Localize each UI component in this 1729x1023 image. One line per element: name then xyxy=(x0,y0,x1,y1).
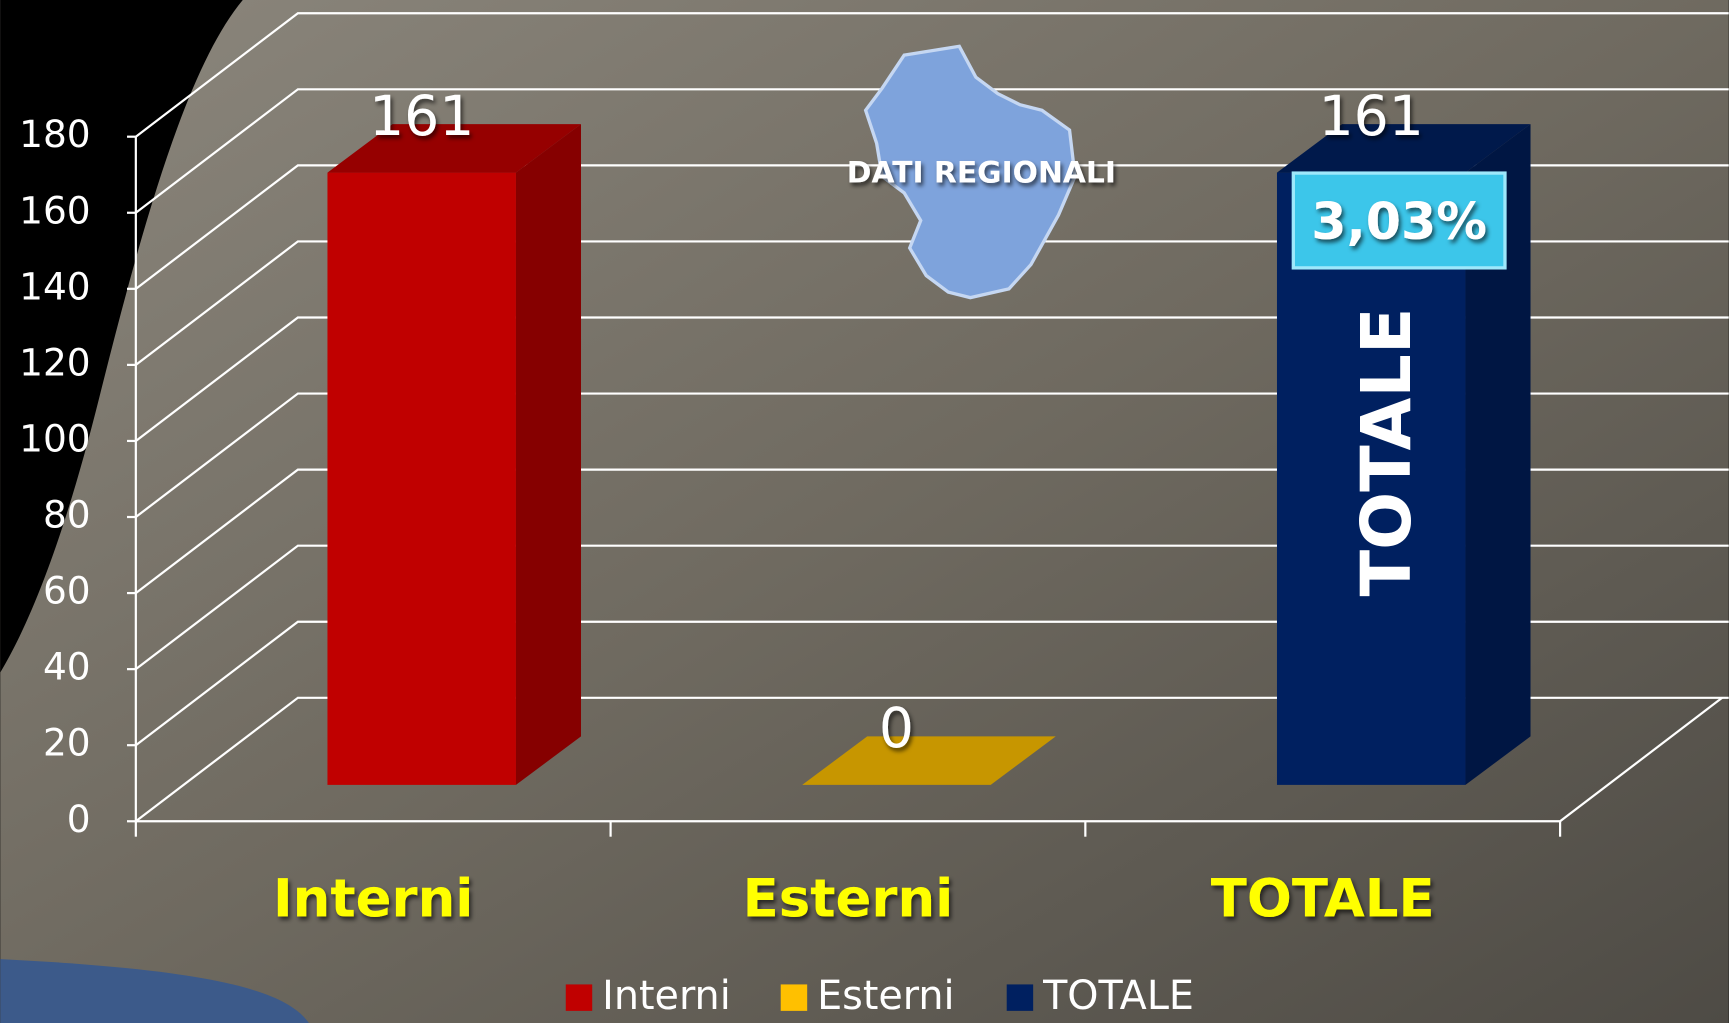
value-label: 0 xyxy=(879,696,914,760)
value-label: 161 xyxy=(369,84,474,148)
chart: 020406080100120140160180 DATI REGIONALI … xyxy=(0,0,1729,1023)
region-title: DATI REGIONALI xyxy=(847,156,1116,191)
y-tick-label: 20 xyxy=(43,721,91,765)
y-tick-label: 0 xyxy=(67,797,91,841)
x-tick-label: Esterni xyxy=(743,868,954,929)
x-tick-label: TOTALE xyxy=(1211,868,1435,929)
x-tick-label: Interni xyxy=(273,868,473,929)
legend-swatch xyxy=(781,984,807,1010)
y-tick-label: 40 xyxy=(43,645,91,689)
legend-label: Esterni xyxy=(817,973,954,1019)
legend: Interni Esterni TOTALE xyxy=(566,973,1194,1019)
y-tick-label: 120 xyxy=(19,340,91,384)
page: {"chart_data": { "type": "bar3d", "annot… xyxy=(0,0,1729,1023)
legend-swatch xyxy=(1007,984,1033,1010)
bar-front xyxy=(327,173,516,785)
y-tick-label: 100 xyxy=(19,416,91,460)
bar-text: TOTALE xyxy=(1348,307,1427,596)
value-label: 161 xyxy=(1319,84,1424,148)
y-tick-label: 60 xyxy=(43,569,91,613)
legend-swatch xyxy=(566,984,592,1010)
bar-side xyxy=(516,124,581,785)
percent-label: 3,03% xyxy=(1311,192,1487,251)
y-tick-label: 180 xyxy=(19,112,91,156)
y-tick-label: 80 xyxy=(43,493,91,537)
y-tick-label: 140 xyxy=(19,264,91,308)
y-tick-label: 160 xyxy=(19,188,91,232)
legend-label: Interni xyxy=(602,973,731,1019)
legend-label: TOTALE xyxy=(1042,973,1194,1019)
